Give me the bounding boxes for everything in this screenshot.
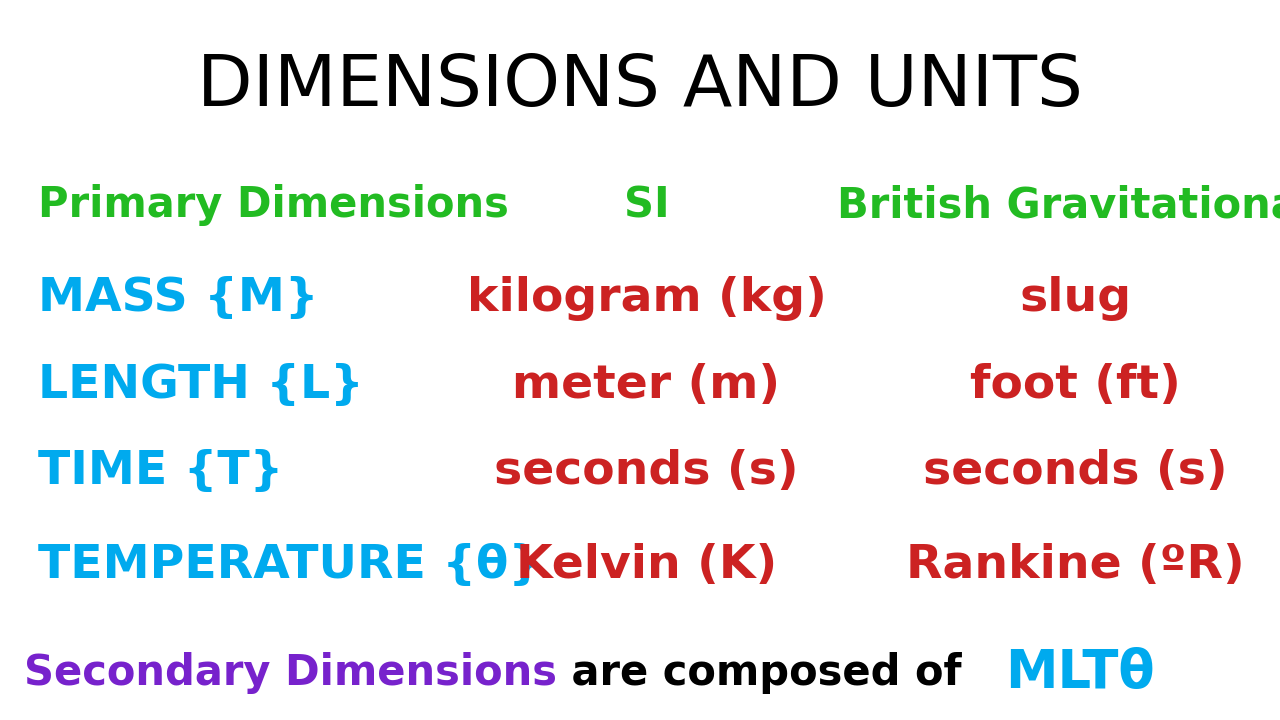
Text: SI: SI (623, 184, 669, 226)
Text: seconds (s): seconds (s) (494, 449, 799, 494)
Text: slug: slug (1019, 276, 1132, 321)
Text: are composed of: are composed of (557, 652, 991, 694)
Text: Kelvin (K): Kelvin (K) (516, 543, 777, 588)
Text: MLTθ: MLTθ (1005, 647, 1155, 699)
Text: Rankine (ºR): Rankine (ºR) (906, 543, 1244, 588)
Text: TIME {T}: TIME {T} (38, 449, 284, 494)
Text: foot (ft): foot (ft) (970, 363, 1180, 408)
Text: seconds (s): seconds (s) (923, 449, 1228, 494)
Text: kilogram (kg): kilogram (kg) (466, 276, 827, 321)
Text: LENGTH {L}: LENGTH {L} (38, 363, 364, 408)
Text: meter (m): meter (m) (512, 363, 781, 408)
Text: MASS {M}: MASS {M} (38, 276, 319, 321)
Text: TEMPERATURE {θ}: TEMPERATURE {θ} (38, 543, 543, 588)
Text: Secondary Dimensions: Secondary Dimensions (24, 652, 557, 694)
Text: Primary Dimensions: Primary Dimensions (38, 184, 509, 226)
Text: British Gravitational: British Gravitational (837, 184, 1280, 226)
Text: DIMENSIONS AND UNITS: DIMENSIONS AND UNITS (197, 52, 1083, 121)
